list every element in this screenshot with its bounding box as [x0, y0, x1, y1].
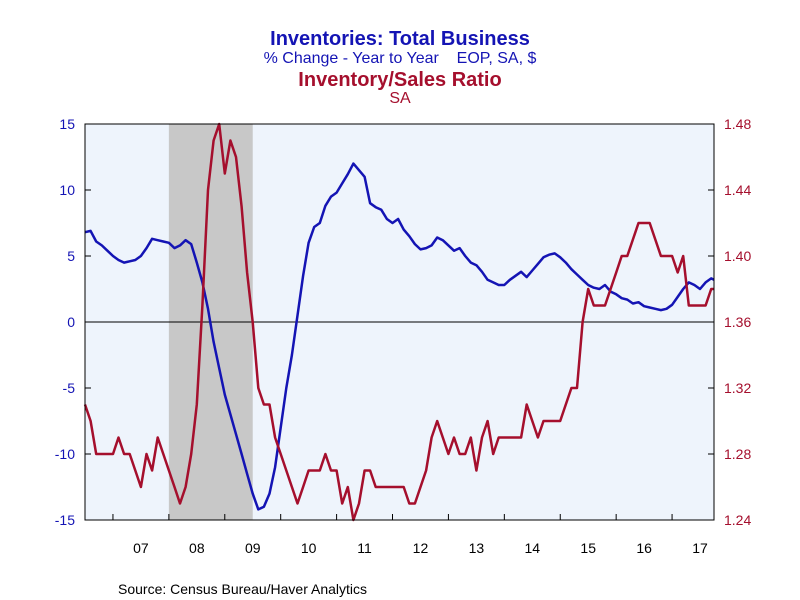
chart-title-ratio: Inventory/Sales Ratio [298, 69, 501, 91]
x-axis-tick-label: 09 [245, 540, 261, 556]
chart-subtitle-inventories: % Change - Year to Year EOP, SA, $ [264, 50, 537, 67]
left-axis-tick-label: -10 [55, 446, 75, 462]
x-axis-tick-label: 11 [357, 540, 372, 556]
left-axis-tick-label: 5 [67, 248, 75, 264]
right-axis-tick-label: 1.24 [724, 512, 751, 528]
x-axis-tick-label: 14 [524, 540, 540, 556]
series-line-inventories [84, 162, 715, 511]
x-axis-tick-label: 08 [189, 540, 205, 556]
x-axis-tick-label: 15 [580, 540, 596, 556]
right-axis-tick-label: 1.36 [724, 314, 751, 330]
left-axis-tick-label: 15 [59, 116, 75, 132]
x-axis-tick-label: 16 [636, 540, 652, 556]
chart-subtitle-ratio: SA [389, 90, 411, 107]
right-axis-tick-label: 1.40 [724, 248, 751, 264]
x-axis-tick-label: 10 [301, 540, 317, 556]
left-axis-tick-label: -15 [55, 512, 75, 528]
left-axis-tick-label: 0 [67, 314, 75, 330]
x-axis-tick-label: 17 [692, 540, 708, 556]
chart-title-inventories: Inventories: Total Business [270, 28, 530, 50]
left-axis-tick-label: 10 [59, 182, 75, 198]
series-line-ratio [83, 122, 714, 522]
axes: 15 10 5 0 -5 -10 -15 1.48 1.44 1.40 1.36 1.32 1.28 1.… [55, 116, 752, 556]
source-note: Source: Census Bureau/Haver Analytics [118, 581, 367, 597]
x-axis-tick-label: 07 [133, 540, 149, 556]
right-axis-tick-label: 1.44 [724, 182, 751, 198]
right-axis-tick-label: 1.28 [724, 446, 751, 462]
series-layer [83, 122, 715, 522]
left-axis-tick-label: -5 [63, 380, 76, 396]
right-axis-tick-label: 1.48 [724, 116, 751, 132]
right-axis-tick-label: 1.32 [724, 380, 751, 396]
x-axis-tick-label: 13 [469, 540, 485, 556]
x-axis-tick-label: 12 [413, 540, 429, 556]
